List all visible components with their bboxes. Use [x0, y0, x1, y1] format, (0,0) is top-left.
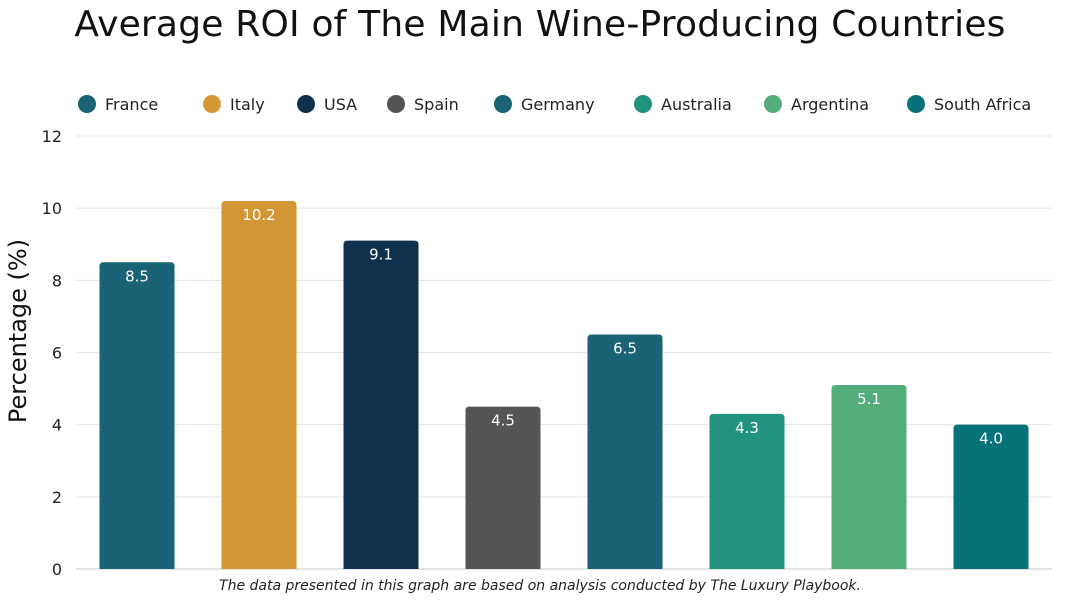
legend-swatch: [634, 95, 652, 113]
y-tick-label: 2: [52, 488, 62, 507]
bar-spain: [465, 406, 541, 569]
y-tick-label: 6: [52, 344, 62, 363]
y-tick-label: 10: [42, 199, 62, 218]
y-tick-label: 12: [42, 127, 62, 146]
bar-australia: [709, 413, 785, 569]
y-axis-label: Percentage (%): [4, 238, 33, 423]
bar-south-africa: [953, 424, 1029, 569]
legend-swatch: [297, 95, 315, 113]
data-label: 9.1: [369, 246, 393, 264]
legend-item-argentina: Argentina: [764, 92, 869, 116]
bar-usa: [343, 240, 419, 569]
legend-swatch: [203, 95, 221, 113]
legend-label: South Africa: [934, 94, 1032, 114]
y-tick-label: 0: [52, 560, 62, 579]
y-tick-label: 4: [52, 416, 62, 435]
legend-swatch: [78, 95, 96, 113]
bar-france: [99, 262, 175, 569]
data-label: 4.0: [979, 430, 1003, 448]
data-label: 6.5: [613, 339, 637, 357]
legend-swatch: [764, 95, 782, 113]
legend-item-germany: Germany: [494, 92, 595, 116]
legend-label: Argentina: [791, 94, 870, 114]
legend-item-australia: Australia: [634, 92, 732, 116]
legend-swatch: [494, 95, 512, 113]
chart-title: Average ROI of The Main Wine-Producing C…: [74, 4, 1006, 45]
legend-item-south-africa: South Africa: [907, 92, 1031, 116]
legend-label: Australia: [661, 94, 732, 114]
bar-germany: [587, 334, 663, 569]
bar-argentina: [831, 384, 907, 569]
legend-label: Spain: [414, 94, 459, 114]
legend-item-italy: Italy: [203, 92, 265, 116]
legend-item-usa: USA: [297, 92, 357, 116]
bar-italy: [221, 200, 297, 569]
legend-label: Italy: [230, 94, 265, 114]
legend-swatch: [387, 95, 405, 113]
legend-label: France: [105, 94, 159, 114]
footnote: The data presented in this graph are bas…: [219, 578, 861, 594]
legend-label: USA: [324, 94, 358, 114]
legend-label: Germany: [521, 94, 595, 114]
data-label: 4.5: [491, 412, 515, 430]
legend-item-spain: Spain: [387, 92, 459, 116]
y-tick-label: 8: [52, 271, 62, 290]
legend-item-france: France: [78, 92, 158, 116]
legend-swatch: [907, 95, 925, 113]
data-label: 10.2: [242, 206, 275, 224]
data-label: 4.3: [735, 419, 759, 437]
data-label: 8.5: [125, 267, 149, 285]
data-label: 5.1: [857, 390, 881, 408]
